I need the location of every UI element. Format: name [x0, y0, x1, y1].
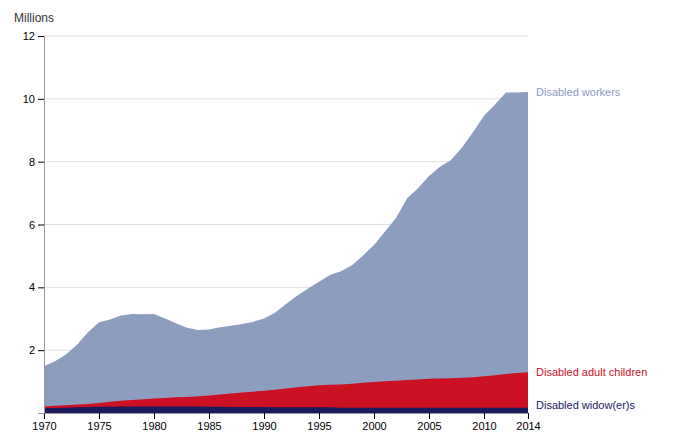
axis-title: Millions [14, 11, 54, 25]
tick: 10 [23, 93, 44, 105]
plot: 1970 1975 1980 1985 1990 1995 2000 2005 2010 2014… [23, 30, 541, 432]
tick: 1985 [197, 413, 221, 432]
series-label: Disabled workers [536, 86, 621, 98]
tick-label: 2005 [417, 420, 441, 432]
tick: 2014 [516, 413, 540, 432]
tick-label: 8 [29, 156, 35, 168]
area [44, 92, 528, 413]
tick-mark [319, 413, 320, 419]
x-axis: 1970 1975 1980 1985 1990 1995 2000 2005 2010 2014 [32, 413, 540, 432]
series-label: Disabled widow(er)s [536, 399, 636, 411]
axis-line [45, 414, 529, 420]
tick: 2 [29, 344, 44, 356]
tick: 12 [23, 30, 44, 42]
tick-mark [429, 413, 430, 419]
series-label: Disabled adult children [536, 366, 647, 378]
area [44, 372, 528, 413]
tick: 2000 [362, 413, 386, 432]
tick-mark [38, 162, 44, 163]
tick-label: 1995 [307, 420, 331, 432]
tick-mark [38, 99, 44, 100]
tick-label: 1980 [142, 420, 166, 432]
tick-mark [38, 225, 44, 226]
tick: 1970 [32, 413, 56, 432]
tick: 2010 [472, 413, 496, 432]
tick: 1980 [142, 413, 166, 432]
tick: 1975 [87, 413, 111, 432]
tick: 8 [29, 156, 44, 168]
tick: 4 [29, 281, 44, 293]
tick-label: 1975 [87, 420, 111, 432]
tick-mark [209, 413, 210, 419]
tick-mark [484, 413, 485, 419]
tick-mark [38, 287, 44, 288]
grid-line [44, 98, 528, 99]
chart: 1970 1975 1980 1985 1990 1995 2000 2005 2010 2014… [0, 0, 688, 445]
tick-mark [99, 413, 100, 419]
tick-mark [38, 36, 44, 37]
tick-label: 2014 [516, 420, 540, 432]
tick-mark [154, 413, 155, 419]
areas [44, 92, 528, 413]
tick-label: 6 [29, 219, 35, 231]
tick: 1990 [252, 413, 276, 432]
tick: 1995 [307, 413, 331, 432]
y-axis: 2 4 6 8 10 12 [23, 30, 45, 413]
tick-label: 12 [23, 30, 35, 42]
tick: 2005 [417, 413, 441, 432]
tick-mark [374, 413, 375, 419]
tick-mark [264, 413, 265, 419]
tick-label: 1990 [252, 420, 276, 432]
tick-label: 2010 [472, 420, 496, 432]
tick: 6 [29, 219, 44, 231]
grid-line [44, 36, 528, 37]
tick-label: 2 [29, 344, 35, 356]
area [44, 406, 528, 413]
tick-mark [38, 350, 44, 351]
tick-label: 10 [23, 93, 35, 105]
tick-label: 4 [29, 281, 35, 293]
tick-mark [528, 413, 529, 419]
tick-label: 1985 [197, 420, 221, 432]
axis-line [38, 37, 45, 414]
tick-label: 1970 [32, 420, 56, 432]
tick-label: 2000 [362, 420, 386, 432]
series-labels: Disabled workers Disabled adult children D… [536, 86, 647, 411]
